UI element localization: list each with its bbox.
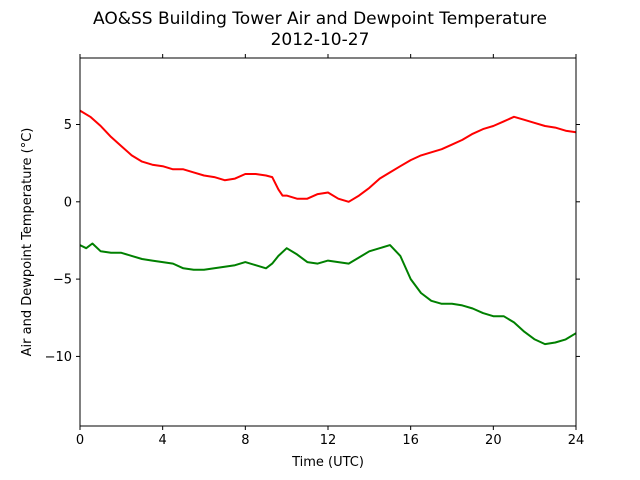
x-axis-label: Time (UTC) (291, 455, 364, 470)
series-line-1 (79, 109, 577, 203)
x-tick-label: 24 (568, 433, 585, 448)
ticks-layer: 0 4 8 12 16 20 24 −10 −5 0 5 (45, 54, 585, 448)
x-tick-label: 4 (159, 433, 167, 448)
x-tick-label: 0 (76, 433, 84, 448)
x-tick-label: 8 (241, 433, 249, 448)
plot-frame (79, 57, 577, 427)
series-line-2 (79, 242, 577, 346)
x-tick-label: 12 (320, 433, 337, 448)
y-tick-label: −10 (45, 350, 72, 365)
y-tick-label: 5 (64, 118, 72, 133)
y-tick-label: −5 (53, 273, 72, 288)
chart-subtitle: 2012-10-27 (271, 30, 370, 50)
series-layer (79, 109, 577, 346)
y-tick-label: 0 (64, 195, 72, 210)
chart-title: AO&SS Building Tower Air and Dewpoint Te… (93, 9, 547, 29)
x-tick-label: 20 (485, 433, 502, 448)
x-tick-label: 16 (402, 433, 419, 448)
y-axis-label: Air and Dewpoint Temperature (°C) (20, 128, 35, 357)
